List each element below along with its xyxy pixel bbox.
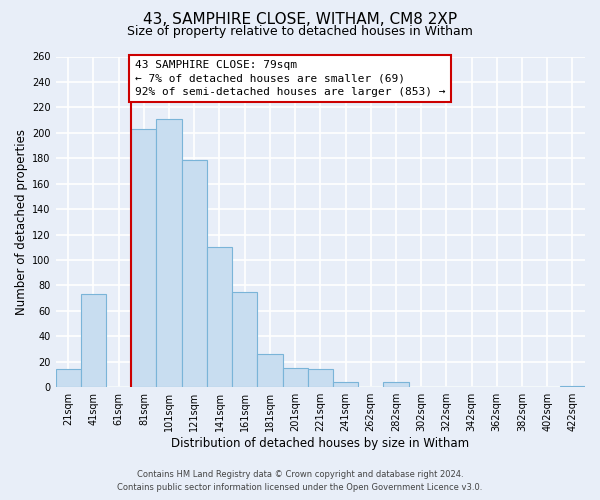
Bar xyxy=(81,294,106,387)
X-axis label: Distribution of detached houses by size in Witham: Distribution of detached houses by size … xyxy=(171,437,469,450)
Text: Contains HM Land Registry data © Crown copyright and database right 2024.
Contai: Contains HM Land Registry data © Crown c… xyxy=(118,470,482,492)
Bar xyxy=(333,382,358,387)
Bar xyxy=(232,292,257,387)
Y-axis label: Number of detached properties: Number of detached properties xyxy=(15,129,28,315)
Bar xyxy=(257,354,283,387)
Bar xyxy=(560,386,585,387)
Text: Size of property relative to detached houses in Witham: Size of property relative to detached ho… xyxy=(127,25,473,38)
Bar xyxy=(283,368,308,387)
Bar xyxy=(131,129,157,387)
Bar xyxy=(308,370,333,387)
Bar xyxy=(207,248,232,387)
Bar xyxy=(56,370,81,387)
Text: 43 SAMPHIRE CLOSE: 79sqm
← 7% of detached houses are smaller (69)
92% of semi-de: 43 SAMPHIRE CLOSE: 79sqm ← 7% of detache… xyxy=(135,60,446,96)
Bar xyxy=(182,160,207,387)
Text: 43, SAMPHIRE CLOSE, WITHAM, CM8 2XP: 43, SAMPHIRE CLOSE, WITHAM, CM8 2XP xyxy=(143,12,457,28)
Bar xyxy=(157,119,182,387)
Bar xyxy=(383,382,409,387)
